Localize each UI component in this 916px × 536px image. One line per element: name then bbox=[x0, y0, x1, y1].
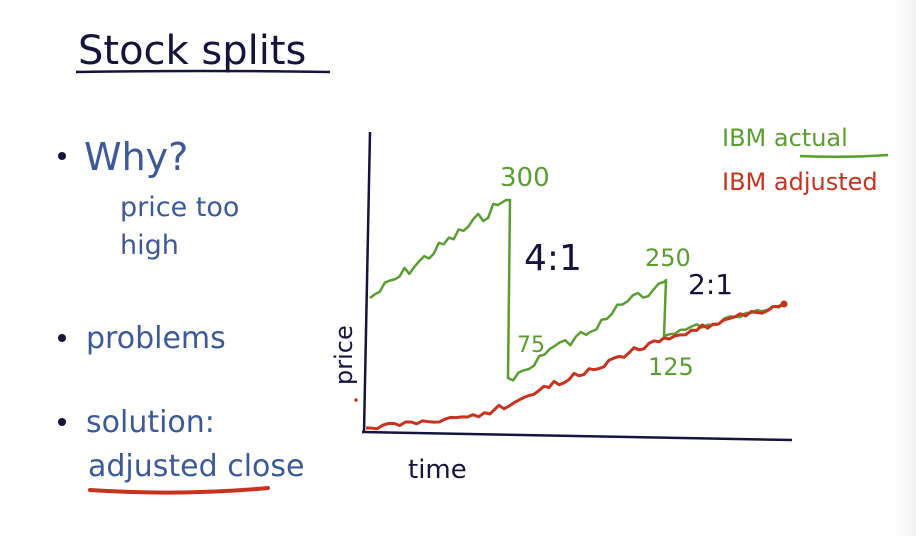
bullet-problems: problems bbox=[86, 321, 226, 356]
split1-low-label: 75 bbox=[517, 333, 545, 358]
x-axis bbox=[361, 430, 793, 442]
legend-actual-underline bbox=[799, 153, 889, 159]
page-edge-shadow bbox=[894, 0, 916, 536]
bullet-dot bbox=[58, 418, 66, 426]
legend-actual-label: IBM actual bbox=[722, 124, 848, 152]
split1-ratio-label: 4:1 bbox=[524, 238, 582, 279]
bullet-why: Why? bbox=[84, 135, 188, 179]
bullet-why-detail-line2: high bbox=[120, 230, 179, 261]
solution-underline bbox=[88, 486, 270, 495]
bullet-solution-detail: adjusted close bbox=[88, 449, 304, 484]
split2-low-label: 125 bbox=[648, 353, 694, 381]
x-axis-label: time bbox=[408, 455, 467, 485]
bullet-why-detail-line1: price too bbox=[120, 192, 239, 223]
y-axis-label: price bbox=[330, 325, 358, 385]
slide-title: Stock splits bbox=[78, 28, 306, 74]
bullet-dot bbox=[58, 152, 66, 160]
split2-high-label: 250 bbox=[645, 244, 691, 272]
y-axis bbox=[362, 131, 372, 433]
split2-ratio-label: 2:1 bbox=[688, 268, 733, 301]
ibm-adjusted-line bbox=[365, 302, 785, 431]
adjusted-end-point bbox=[780, 300, 788, 308]
bullet-solution: solution: bbox=[86, 405, 215, 440]
ibm-actual-line bbox=[369, 198, 785, 382]
title-underline bbox=[75, 69, 331, 74]
legend-adjusted-label: IBM adjusted bbox=[722, 168, 878, 196]
split1-high-label: 300 bbox=[500, 163, 550, 193]
stray-dot bbox=[354, 398, 358, 402]
bullet-dot bbox=[58, 334, 66, 342]
